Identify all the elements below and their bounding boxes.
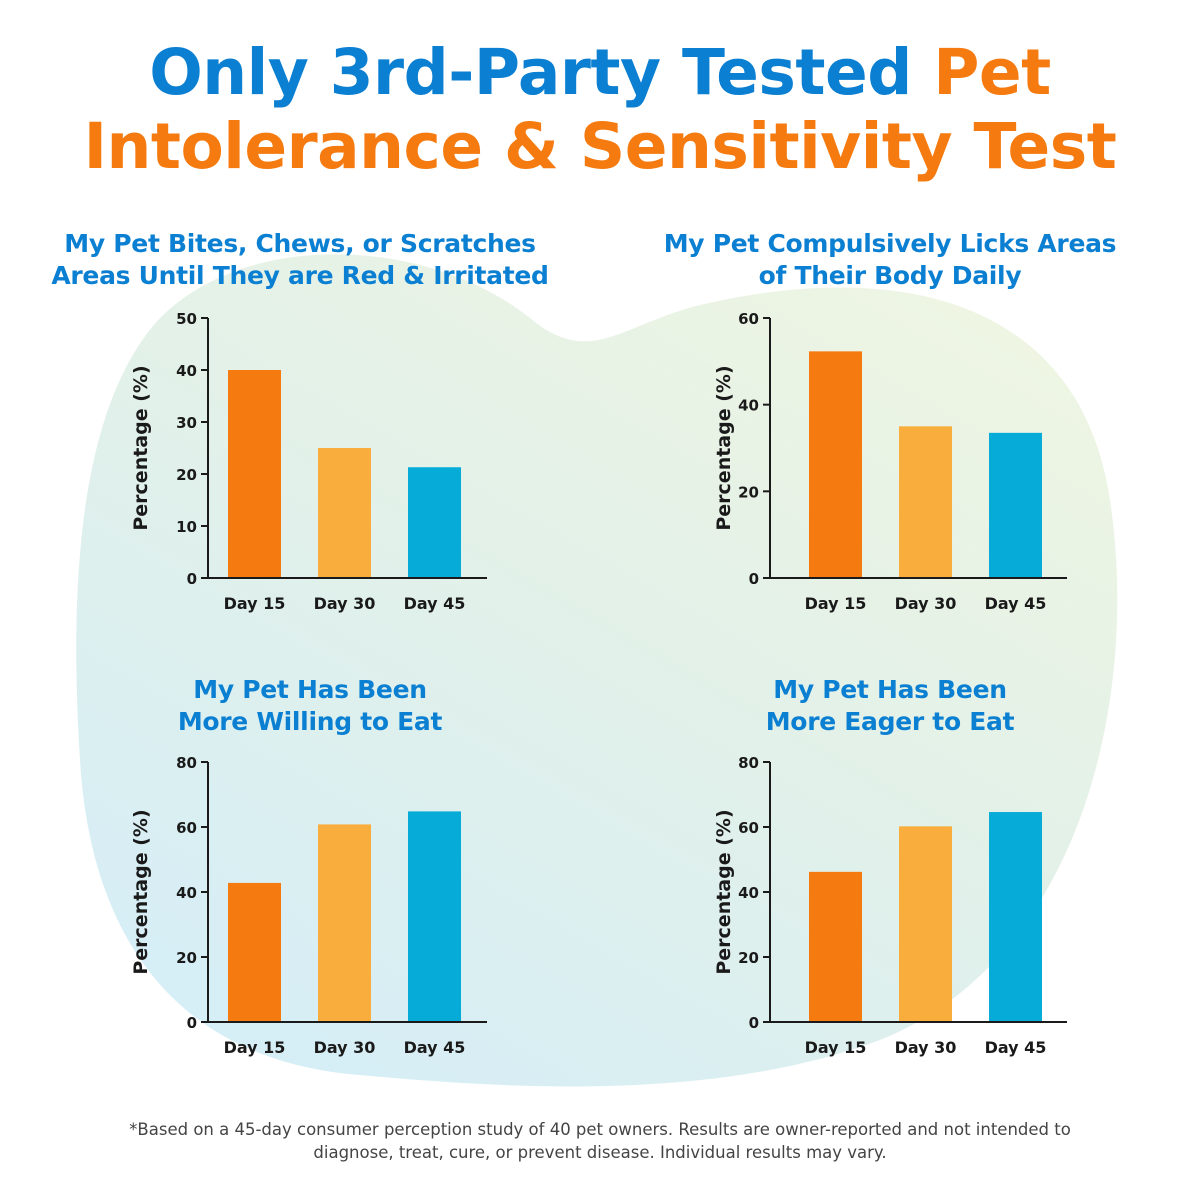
footnote: *Based on a 45-day consumer perception s… xyxy=(60,1118,1140,1164)
chart-4-y-tick-label-20: 20 xyxy=(738,949,759,967)
chart-4-y-tick-label-0: 0 xyxy=(749,1014,759,1032)
chart-2-y-axis-title: Percentage (%) xyxy=(713,365,735,530)
chart-2-y-tick-label-20: 20 xyxy=(738,483,759,501)
chart-3-y-tick-label-60: 60 xyxy=(176,819,197,837)
chart-3-bar-day-30 xyxy=(318,824,371,1022)
chart-1-y-tick-label-30: 30 xyxy=(176,414,197,432)
headline-line-1: Only 3rd-Party Tested Pet xyxy=(0,36,1200,110)
chart-4-y-tick-label-40: 40 xyxy=(738,884,759,902)
footnote-line-1: *Based on a 45-day consumer perception s… xyxy=(129,1120,1071,1139)
chart-1-y-tick-label-0: 0 xyxy=(187,570,197,588)
chart-3-y-tick-label-20: 20 xyxy=(176,949,197,967)
chart-1-y-axis-title: Percentage (%) xyxy=(130,365,152,530)
chart-1-y-tick-label-20: 20 xyxy=(176,466,197,484)
chart-1-bar-day-45 xyxy=(408,467,461,578)
chart-1-y-tick-label-50: 50 xyxy=(176,310,197,328)
footnote-line-2: diagnose, treat, cure, or prevent diseas… xyxy=(313,1143,887,1162)
chart-4-bar-day-45 xyxy=(989,812,1042,1022)
chart-3-y-tick-label-0: 0 xyxy=(187,1014,197,1032)
chart-2-bar-day-15 xyxy=(809,351,862,578)
chart-3-title-line-1: My Pet Has Been xyxy=(193,675,427,704)
chart-3-x-label-day-45: Day 45 xyxy=(404,1038,466,1057)
headline-orange-text: Pet xyxy=(933,36,1051,109)
chart-1-bar-day-30 xyxy=(318,448,371,578)
chart-2-x-label-day-30: Day 30 xyxy=(895,594,957,613)
chart-4-x-label-day-30: Day 30 xyxy=(895,1038,957,1057)
chart-4-bar-day-30 xyxy=(899,826,952,1022)
chart-4-y-tick-label-60: 60 xyxy=(738,819,759,837)
chart-2-y-tick-label-0: 0 xyxy=(749,570,759,588)
chart-1-x-label-day-30: Day 30 xyxy=(314,594,376,613)
chart-4-y-tick-label-80: 80 xyxy=(738,754,759,772)
chart-2-y-tick-label-40: 40 xyxy=(738,397,759,415)
chart-3-y-axis-title: Percentage (%) xyxy=(130,809,152,974)
chart-4-x-label-day-15: Day 15 xyxy=(805,1038,867,1057)
chart-2-title-line-2: of Their Body Daily xyxy=(758,261,1022,290)
chart-2-bar-day-30 xyxy=(899,426,952,578)
chart-1-x-label-day-45: Day 45 xyxy=(404,594,466,613)
chart-1-y-tick-label-40: 40 xyxy=(176,362,197,380)
chart-3-title: My Pet Has Been More Willing to Eat xyxy=(20,674,600,738)
chart-2-x-label-day-45: Day 45 xyxy=(985,594,1047,613)
chart-1-title-line-1: My Pet Bites, Chews, or Scratches xyxy=(64,229,536,258)
chart-4-title-line-1: My Pet Has Been xyxy=(773,675,1007,704)
headline-line-2: Intolerance & Sensitivity Test xyxy=(83,110,1117,183)
chart-2-title: My Pet Compulsively Licks Areas of Their… xyxy=(610,228,1170,292)
chart-3-y-tick-label-80: 80 xyxy=(176,754,197,772)
chart-1-title-line-2: Areas Until They are Red & Irritated xyxy=(51,261,549,290)
chart-3-x-label-day-30: Day 30 xyxy=(314,1038,376,1057)
chart-4-x-label-day-45: Day 45 xyxy=(985,1038,1047,1057)
chart-4-bar-day-15 xyxy=(809,871,862,1022)
chart-1-y-tick-label-10: 10 xyxy=(176,518,197,536)
chart-3-title-line-2: More Willing to Eat xyxy=(177,707,443,736)
chart-3-bar-day-45 xyxy=(408,811,461,1022)
chart-4-y-axis-title: Percentage (%) xyxy=(713,809,735,974)
chart-2-title-line-1: My Pet Compulsively Licks Areas xyxy=(663,229,1117,258)
chart-1-title: My Pet Bites, Chews, or Scratches Areas … xyxy=(20,228,580,292)
chart-3-bar-day-15 xyxy=(228,882,281,1022)
chart-2-y-tick-label-60: 60 xyxy=(738,310,759,328)
chart-3-x-label-day-15: Day 15 xyxy=(224,1038,286,1057)
headline-blue-text: Only 3rd-Party Tested xyxy=(149,36,934,109)
chart-2-x-label-day-15: Day 15 xyxy=(805,594,867,613)
chart-1-bar-day-15 xyxy=(228,370,281,578)
chart-4-title-line-2: More Eager to Eat xyxy=(765,707,1015,736)
chart-4-title: My Pet Has Been More Eager to Eat xyxy=(600,674,1180,738)
headline: Only 3rd-Party Tested Pet Intolerance & … xyxy=(0,36,1200,184)
chart-1-x-label-day-15: Day 15 xyxy=(224,594,286,613)
chart-2-bar-day-45 xyxy=(989,432,1042,578)
chart-3-y-tick-label-40: 40 xyxy=(176,884,197,902)
